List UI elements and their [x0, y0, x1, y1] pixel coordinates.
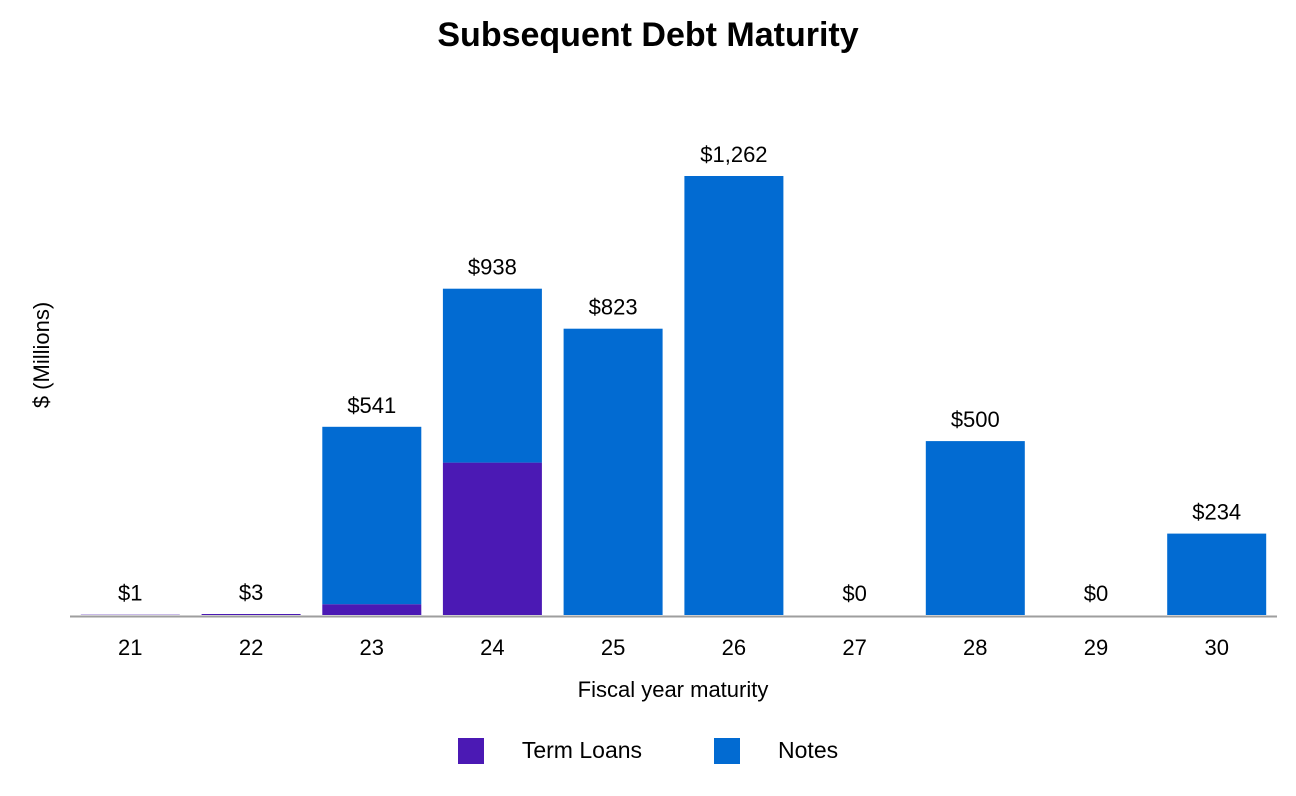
legend-label-notes: Notes: [778, 737, 839, 763]
legend-swatch-notes: [714, 737, 741, 764]
bar-notes-30: [1167, 533, 1267, 615]
value-label-27: $0: [842, 581, 866, 606]
x-tick-label-29: 29: [1084, 635, 1108, 660]
value-label-25: $823: [589, 295, 638, 320]
x-tick-labels: 21 22 23 24 25 26 27 28 29 30: [118, 635, 1229, 660]
bar-term-loans-24: [442, 462, 542, 615]
x-tick-label-22: 22: [239, 635, 263, 660]
x-tick-label-23: 23: [360, 635, 384, 660]
bar-notes-24: [442, 288, 542, 463]
bar-notes-26: [684, 176, 784, 615]
value-label-26: $1,262: [700, 142, 767, 167]
value-label-21: $1: [118, 581, 142, 606]
x-tick-label-30: 30: [1204, 635, 1228, 660]
bar-notes-25: [563, 328, 663, 615]
legend-item-term-loans: Term Loans: [457, 737, 643, 764]
legend: Term Loans Notes: [0, 737, 1296, 764]
y-axis-label: $ (Millions): [29, 302, 54, 408]
chart-title: Subsequent Debt Maturity: [437, 16, 859, 54]
value-label-24: $938: [468, 255, 517, 280]
bar-term-loans-22: [201, 614, 301, 615]
x-tick-label-28: 28: [963, 635, 987, 660]
bars-group: [80, 176, 1267, 615]
x-tick-label-26: 26: [722, 635, 746, 660]
bar-term-loans-23: [322, 604, 422, 615]
value-label-22: $3: [239, 580, 263, 605]
legend-swatch-term-loans: [457, 737, 484, 764]
value-label-29: $0: [1084, 581, 1108, 606]
value-label-23: $541: [347, 393, 396, 418]
value-labels-group: $1 $3 $541 $938 $823 $1,262 $0 $500 $0 $234: [118, 142, 1241, 606]
bar-notes-23: [322, 426, 422, 605]
value-label-28: $500: [951, 407, 1000, 432]
legend-label-term-loans: Term Loans: [521, 737, 643, 763]
x-tick-label-21: 21: [118, 635, 142, 660]
x-tick-label-27: 27: [842, 635, 866, 660]
bar-notes-28: [925, 441, 1025, 615]
x-tick-label-25: 25: [601, 635, 625, 660]
legend-item-notes: Notes: [714, 737, 838, 764]
x-axis-label: Fiscal year maturity: [578, 677, 769, 702]
value-label-30: $234: [1192, 500, 1241, 525]
x-tick-label-24: 24: [480, 635, 504, 660]
